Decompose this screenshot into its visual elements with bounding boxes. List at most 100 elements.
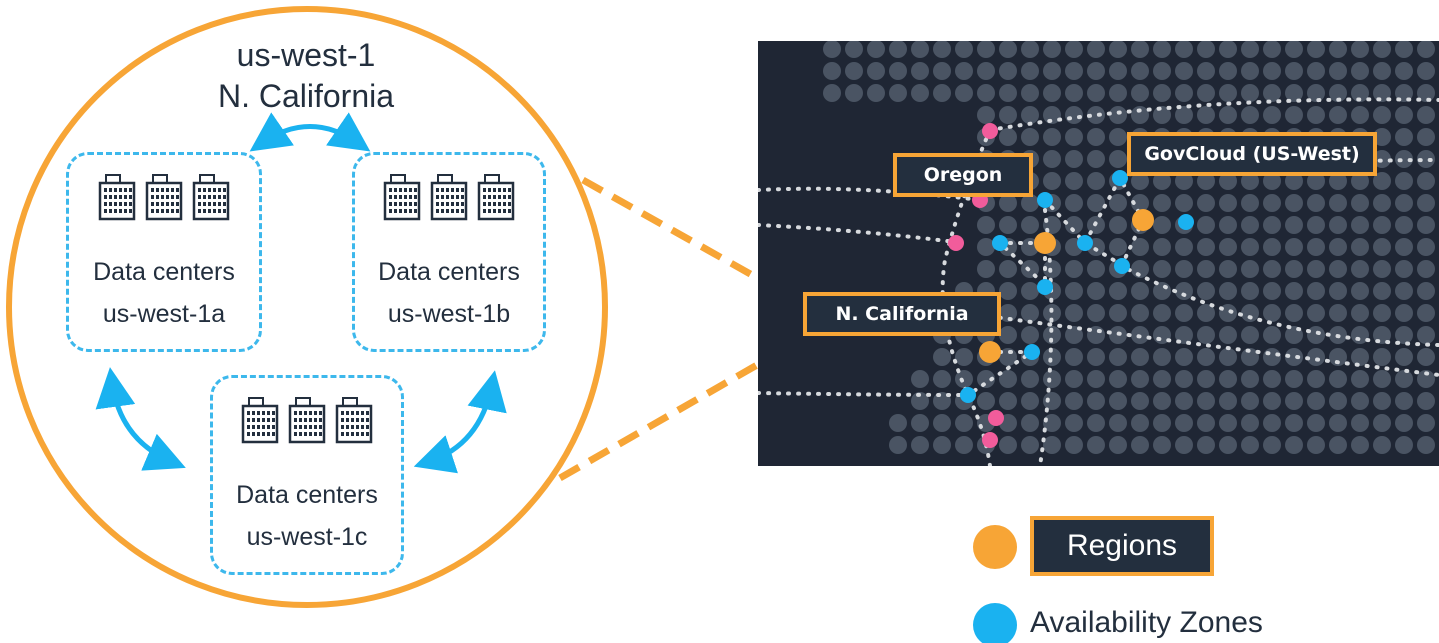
map-land-dot	[1351, 216, 1369, 234]
map-land-dot	[1087, 304, 1105, 322]
map-land-dot	[1043, 172, 1061, 190]
map-land-dot	[1175, 414, 1193, 432]
map-edge-node	[982, 432, 998, 448]
zone-code: us-west-1b	[387, 300, 511, 328]
map-edge-node	[948, 235, 964, 251]
building-icon	[383, 174, 421, 221]
map-land-dot	[1153, 348, 1171, 366]
map-land-dot	[889, 62, 907, 80]
map-land-dot	[1417, 326, 1435, 344]
map-land-dot	[911, 436, 929, 454]
arrow-1a-1b	[249, 112, 371, 152]
legend-az-dot	[973, 603, 1017, 643]
map-land-dot	[1175, 282, 1193, 300]
map-land-dot	[1021, 304, 1039, 322]
map-land-dot	[1417, 260, 1435, 278]
map-land-dot	[1175, 260, 1193, 278]
map-land-dot	[1285, 370, 1303, 388]
map-land-dot	[1197, 326, 1215, 344]
map-route	[1043, 173, 1146, 268]
map-land-dot	[1395, 436, 1413, 454]
map-land-dot	[999, 370, 1017, 388]
legend-regions-label: Regions	[1030, 516, 1214, 576]
map-land-dot	[1241, 282, 1259, 300]
map-land-dot	[1241, 304, 1259, 322]
map-land-dot	[889, 84, 907, 102]
map-land-dot	[955, 62, 973, 80]
map-land-dot	[1241, 370, 1259, 388]
map-route	[988, 97, 1439, 132]
map-land-dot	[999, 41, 1017, 58]
map-land-dot	[1087, 62, 1105, 80]
map-land-dot	[889, 41, 907, 58]
map-land-dot	[955, 84, 973, 102]
map-land-dot	[933, 436, 951, 454]
data-center-icons	[355, 173, 543, 221]
map-land-dot	[1153, 194, 1171, 212]
map-land-dot	[955, 436, 973, 454]
map-land-dot	[1219, 414, 1237, 432]
map-land-dot	[999, 304, 1017, 322]
map-land-dot	[1197, 348, 1215, 366]
map-land-dot	[1131, 172, 1149, 190]
map-land-dot	[1417, 304, 1435, 322]
map-land-dot	[955, 348, 973, 366]
map-label-n-california: N. California	[803, 292, 1001, 336]
map-land-dot	[1175, 84, 1193, 102]
map-land-dot	[1131, 282, 1149, 300]
map-land-dot	[977, 106, 995, 124]
map-land-dot	[1241, 238, 1259, 256]
map-az-node	[1114, 258, 1130, 274]
map-land-dot	[1175, 436, 1193, 454]
map-land-dot	[999, 128, 1017, 146]
map-land-dot	[1021, 370, 1039, 388]
map-land-dot	[1373, 216, 1391, 234]
map-land-dot	[1065, 41, 1083, 58]
map-land-dot	[1417, 194, 1435, 212]
map-land-dot	[1351, 304, 1369, 322]
map-land-dot	[1219, 392, 1237, 410]
map-land-dot	[1065, 84, 1083, 102]
map-land-dot	[1087, 41, 1105, 58]
map-land-dot	[823, 84, 841, 102]
map-land-dot	[1021, 194, 1039, 212]
map-land-dot	[1417, 436, 1435, 454]
map-land-dot	[1351, 392, 1369, 410]
map-land-dot	[1329, 194, 1347, 212]
map-land-dot	[1329, 41, 1347, 58]
map-edge-node	[988, 410, 1004, 426]
map-land-dot	[1065, 106, 1083, 124]
map-land-dot	[1395, 326, 1413, 344]
map-land-dot	[1351, 106, 1369, 124]
map-land-dot	[999, 216, 1017, 234]
map-region-node-oregon	[1034, 232, 1056, 254]
map-land-dot	[1043, 41, 1061, 58]
map-land-dot	[933, 370, 951, 388]
map-land-dot	[1351, 348, 1369, 366]
building-icon	[288, 397, 326, 444]
map-land-dot	[1395, 106, 1413, 124]
map-land-dot	[955, 370, 973, 388]
map-land-dot	[1219, 106, 1237, 124]
map-land-dot	[1109, 436, 1127, 454]
map-land-dot	[933, 414, 951, 432]
map-land-dot	[1241, 414, 1259, 432]
map-land-dot	[1153, 41, 1171, 58]
map-land-dot	[1219, 216, 1237, 234]
map-land-dot	[1043, 106, 1061, 124]
map-land-dot	[1109, 216, 1127, 234]
map-land-dot	[999, 62, 1017, 80]
map-land-dot	[1131, 392, 1149, 410]
map-land-dot	[1021, 282, 1039, 300]
map-land-dot	[1329, 216, 1347, 234]
arrow-1a-1c	[95, 367, 186, 471]
map-land-dot	[911, 84, 929, 102]
map-land-dot	[1219, 260, 1237, 278]
map-land-dot	[1197, 106, 1215, 124]
availability-zone-1a: Data centers us-west-1a	[66, 152, 262, 352]
map-land-dot	[1043, 348, 1061, 366]
map-land-dot	[1373, 150, 1391, 168]
map-land-dot	[1417, 370, 1435, 388]
map-land-dot	[1197, 414, 1215, 432]
